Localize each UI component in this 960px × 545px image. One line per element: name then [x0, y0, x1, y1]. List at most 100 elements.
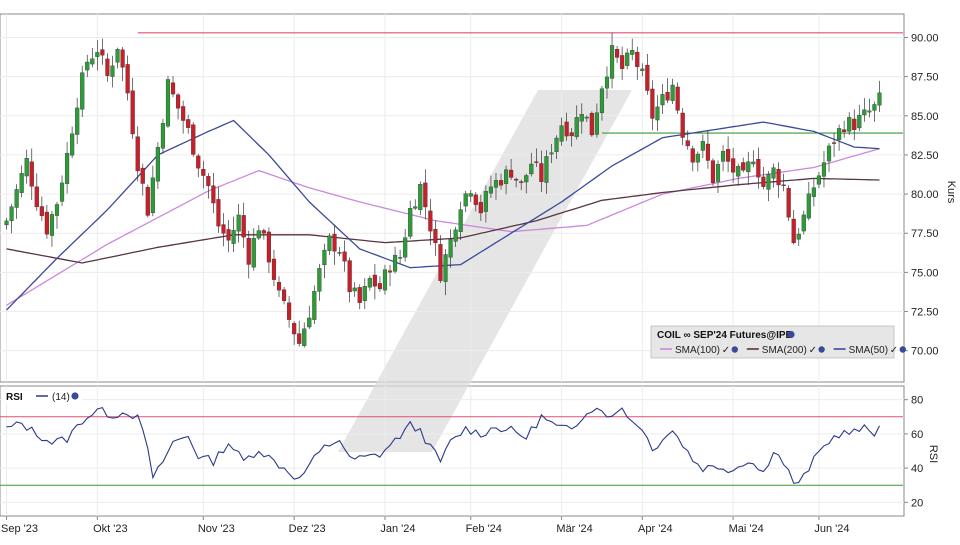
candle-body: [201, 168, 206, 176]
candle-body: [332, 233, 337, 252]
candle-body: [221, 224, 226, 234]
rsi-settings-icon[interactable]: [71, 392, 79, 400]
candle-body: [176, 94, 181, 109]
rsi-tick-label: 60: [911, 429, 923, 441]
candle-body: [428, 210, 433, 232]
sma-overlays: [6, 119, 880, 311]
price-tick-label: 72.50: [911, 307, 939, 319]
candle-body: [715, 164, 721, 182]
candle-body: [741, 162, 746, 171]
legend-item-label: SMA(100): [675, 345, 720, 356]
candle-body: [842, 129, 847, 132]
candle-body: [4, 220, 9, 226]
candle-body: [287, 302, 292, 320]
candle-body: [135, 136, 140, 172]
candle-body: [322, 249, 327, 266]
rsi-header[interactable]: RSI (14): [2, 389, 82, 403]
legend-item-settings-icon[interactable]: [818, 346, 825, 353]
candle-body: [776, 169, 781, 186]
month-label: Mär '24: [556, 523, 592, 535]
candlesticks: [4, 32, 882, 348]
candle-body: [377, 283, 382, 290]
candle-body: [857, 114, 862, 129]
price-tick-label: 77.50: [911, 228, 939, 240]
candle-body: [695, 153, 700, 163]
legend-check-icon[interactable]: ✓: [722, 345, 730, 356]
candle-body: [155, 147, 160, 182]
rsi-header-title: RSI: [6, 392, 23, 403]
candle-body: [599, 88, 605, 114]
price-tick-label: 87.50: [911, 72, 939, 84]
candle-body: [140, 167, 145, 184]
candle-body: [796, 233, 801, 240]
candle-body: [700, 141, 705, 151]
candle-body: [791, 218, 796, 243]
candle-body: [786, 188, 791, 218]
candle-body: [231, 230, 236, 244]
candle-body: [726, 149, 731, 162]
candle-body: [650, 88, 655, 119]
rsi-series-line: [6, 406, 880, 484]
candle-body: [483, 191, 488, 212]
candle-body: [105, 58, 110, 76]
candle-body: [705, 143, 710, 161]
candle-body: [463, 193, 468, 207]
candle-body: [44, 211, 49, 235]
price-tick-label: 70.00: [911, 346, 939, 358]
candle-body: [382, 269, 388, 291]
candle-body: [751, 161, 756, 165]
candle-body: [261, 230, 266, 234]
candle-body: [256, 230, 261, 239]
candle-body: [367, 278, 372, 288]
candle-body: [529, 163, 534, 175]
candle-body: [458, 209, 463, 232]
legend-check-icon[interactable]: ✓: [890, 345, 898, 356]
rsi-tick-label: 20: [911, 497, 923, 509]
candle-body: [615, 49, 620, 58]
month-label: Apr '24: [638, 523, 673, 535]
candle-body: [453, 229, 458, 242]
candle-body: [398, 257, 403, 259]
price-tick-label: 80.00: [911, 189, 939, 201]
candle-body: [710, 160, 716, 183]
candle-body: [100, 49, 105, 56]
rsi-axis-ticks: 20 40 60 80: [904, 395, 923, 509]
candle-body: [720, 151, 726, 162]
candle-body: [216, 199, 221, 227]
candle-body: [70, 133, 75, 156]
legend-title: COIL ∞ SEP'24 Futures@IPE: [657, 330, 793, 341]
candle-body: [594, 112, 599, 135]
candle-body: [357, 287, 362, 303]
legend-check-icon[interactable]: ✓: [809, 345, 817, 356]
candle-body: [251, 238, 256, 268]
candle-body: [811, 187, 816, 197]
candle-body: [675, 86, 680, 111]
candle-body: [539, 163, 544, 182]
candle-body: [781, 184, 786, 187]
candle-body: [246, 237, 251, 265]
watermark-logo: [338, 90, 632, 452]
candle-body: [292, 323, 297, 335]
candle-body: [736, 166, 741, 177]
candle-body: [281, 289, 287, 301]
legend-item-settings-icon[interactable]: [731, 346, 738, 353]
candle-body: [801, 214, 806, 232]
candle-body: [413, 206, 418, 209]
candle-body: [514, 178, 519, 181]
candle-body: [241, 215, 246, 238]
legend-settings-icon[interactable]: [787, 330, 795, 339]
candle-body: [549, 152, 554, 155]
chart-legend[interactable]: COIL ∞ SEP'24 Futures@IPE SMA(100) ✓ SMA(2…: [650, 325, 906, 359]
month-label: Mai '24: [729, 523, 764, 535]
candle-body: [271, 258, 277, 280]
candle-body: [579, 114, 584, 122]
candle-body: [645, 64, 650, 91]
candle-body: [372, 274, 377, 287]
candle-body: [852, 118, 857, 130]
candle-body: [65, 153, 70, 184]
candle-body: [387, 270, 393, 273]
rsi-reference-lines: [0, 416, 903, 486]
legend-item-settings-icon[interactable]: [899, 346, 906, 353]
candle-body: [150, 177, 155, 214]
